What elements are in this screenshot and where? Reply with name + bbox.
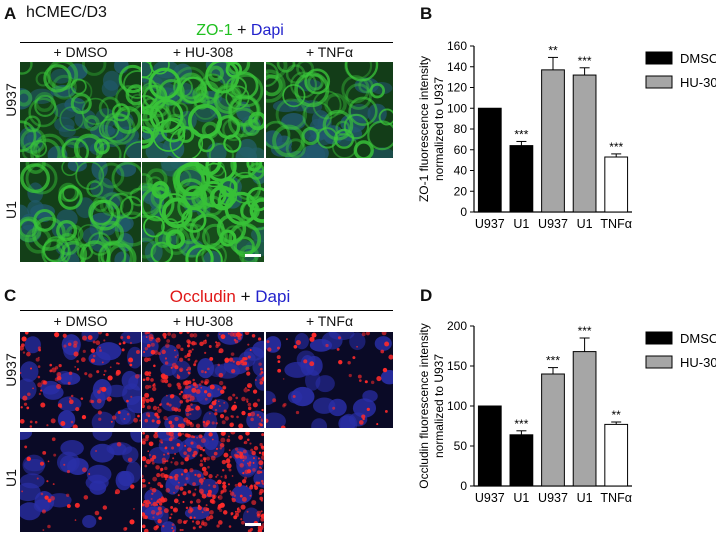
bar [509,434,534,487]
scale-bar-a [245,254,261,257]
legend-label: HU-308 [680,75,716,90]
category-label: U937 [475,491,505,505]
y-tick-label: 100 [447,101,467,115]
y-tick-label: 50 [454,439,468,453]
significance-label: *** [578,324,592,338]
micrograph-occludin-u937-dmso [20,332,141,428]
category-label: U1 [513,491,529,505]
y-tick-label: 80 [454,122,468,136]
chart-zo1: 0 20 40 60 80 100 120 140 160 ZO-1 fluorescence i… [417,39,716,231]
category-label: U937 [475,217,505,231]
stain-label-c: Occludin + Dapi [100,287,360,307]
significance-label: *** [514,417,528,431]
stain-zo1: ZO-1 [196,22,233,39]
header-rule-c [20,310,393,311]
significance-label: ** [548,43,558,57]
micrograph-occludin-u1-hu308 [142,432,264,532]
category-label: U1 [577,217,593,231]
y-axis-label: Occludin fluorescence intensity [417,323,431,488]
category-label: TNFα [600,217,632,231]
panel-letter-d: D [420,286,433,305]
stain-label-a: ZO-1 + Dapi [140,22,340,40]
scale-bar-c [245,523,261,526]
chart-occludin: 0 50 100 150 200 Occludin fluorescence intens… [417,319,716,505]
condition-label: + DMSO [53,313,108,329]
legend-label: DMSO [680,51,716,66]
condition-label: + DMSO [53,44,108,60]
bar [572,351,597,487]
bar [477,107,502,213]
y-tick-label: 0 [460,479,467,493]
stain-occludin: Occludin [169,287,236,306]
legend-swatch [645,355,673,369]
significance-label: *** [578,54,592,68]
header-rule-a [20,42,393,43]
row-label: U937 [3,353,19,387]
stain-dapi: Dapi [255,287,291,306]
significance-label: *** [546,354,560,368]
row-label: U937 [3,83,19,117]
bar [541,69,565,213]
stain-plus: + [237,22,247,39]
bar [541,373,565,487]
panel-letter-b: B [420,4,433,23]
category-label: U937 [538,491,568,505]
bar [477,405,502,487]
legend-label: DMSO [680,331,716,346]
category-label: U1 [577,491,593,505]
micrograph-zo1-u1-hu308 [142,162,264,262]
micrograph-occludin-u937-tnfa [266,332,393,428]
y-tick-label: 0 [460,205,467,219]
bar [572,74,597,213]
category-label: TNFα [600,491,632,505]
y-tick-label: 60 [454,143,468,157]
row-label: U1 [3,469,19,487]
y-axis-label: ZO-1 fluorescence intensity [417,56,431,202]
panel-letter-a: A [4,4,17,23]
y-tick-label: 40 [454,164,468,178]
condition-label: + TNFα [305,44,354,60]
y-axis-label: normalized to U937 [432,77,446,181]
y-tick-label: 160 [447,39,467,53]
condition-label: + TNFα [305,313,354,329]
y-tick-label: 20 [454,184,468,198]
y-tick-label: 100 [447,399,467,413]
legend-label: HU-308 [680,355,716,370]
category-label: U1 [513,217,529,231]
stain-plus: + [240,287,251,306]
significance-label: *** [514,127,528,141]
y-axis-label: normalized to U937 [432,354,446,458]
y-tick-label: 150 [447,359,467,373]
legend-swatch [645,331,673,345]
category-label: U937 [538,217,568,231]
micrograph-occludin-u937-hu308 [142,332,264,428]
significance-label: ** [612,408,622,422]
y-tick-label: 140 [447,60,467,74]
significance-label: *** [609,140,623,154]
micrograph-zo1-u937-tnfa [266,62,393,158]
y-tick-label: 120 [447,81,467,95]
bar [604,423,629,487]
micrograph-zo1-u937-dmso [20,62,141,158]
legend-swatch [645,75,673,89]
micrograph-zo1-u1-dmso [20,162,141,262]
legend-swatch [645,51,673,65]
y-tick-label: 200 [447,319,467,333]
row-label: U1 [3,201,19,219]
bar [509,145,534,213]
micrograph-occludin-u1-dmso [20,432,141,532]
panel-letter-c: C [4,286,17,305]
condition-label: + HU-308 [172,313,234,329]
stain-dapi: Dapi [250,22,284,39]
micrograph-zo1-u937-hu308 [142,62,264,158]
cell-line-title: hCMEC/D3 [26,4,107,21]
condition-label: + HU-308 [172,44,234,60]
bar [604,156,629,213]
